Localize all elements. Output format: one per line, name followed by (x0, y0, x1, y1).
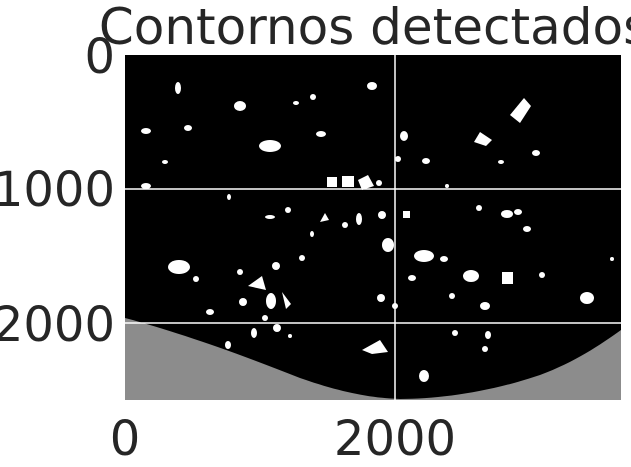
particle (482, 346, 488, 352)
particle (422, 158, 430, 164)
particle (320, 213, 329, 222)
particle (293, 101, 299, 105)
y-tick-label: 2000 (0, 297, 115, 353)
particle (285, 207, 291, 213)
particle (272, 262, 280, 270)
particle (237, 269, 243, 275)
particle (452, 330, 458, 336)
particle (265, 215, 275, 219)
particle (327, 177, 337, 187)
particle (248, 276, 266, 290)
particle (610, 257, 614, 261)
particle (310, 231, 314, 237)
particle (395, 156, 401, 162)
particle (273, 324, 281, 332)
y-tick-label: 0 (84, 29, 115, 85)
particle (580, 292, 594, 304)
particle (400, 131, 408, 141)
particle (342, 222, 348, 228)
particle (377, 294, 385, 302)
particle (162, 160, 168, 164)
particle (408, 275, 416, 281)
particle (141, 183, 151, 189)
particle (514, 209, 522, 215)
particle (403, 211, 410, 218)
particle (367, 82, 377, 90)
particle (225, 341, 231, 349)
particle (310, 94, 316, 100)
particle (299, 255, 305, 261)
particle (342, 176, 354, 187)
particle (193, 276, 199, 282)
particle (419, 370, 429, 382)
particle (449, 293, 455, 299)
y-tick-label: 1000 (0, 162, 115, 218)
particle (502, 272, 513, 284)
particle (234, 101, 246, 111)
particle (168, 260, 190, 274)
particle (227, 194, 231, 200)
particle (378, 211, 386, 219)
image-background (125, 55, 621, 400)
particle (184, 125, 192, 131)
figure-title: Contornos detectados (99, 0, 631, 56)
particle (445, 184, 449, 188)
particle (358, 175, 374, 190)
particle (282, 292, 291, 309)
particle (510, 98, 531, 123)
particle (288, 334, 292, 338)
particle (239, 298, 247, 306)
particle (440, 256, 448, 262)
particle (356, 213, 362, 225)
particle (476, 205, 482, 211)
particle (532, 150, 540, 156)
x-tick-label: 2000 (334, 411, 456, 467)
particle (141, 128, 151, 134)
particle (480, 302, 490, 310)
particle (262, 315, 268, 321)
x-tick-label: 0 (110, 411, 141, 467)
particle (362, 340, 388, 354)
particle (485, 331, 491, 339)
particle (206, 309, 214, 315)
particle (251, 328, 257, 338)
particle (259, 140, 281, 152)
particle (382, 238, 394, 252)
image-panel (125, 55, 621, 400)
particle (414, 250, 434, 262)
floor-region (125, 318, 621, 400)
particles (141, 82, 614, 382)
particle (175, 82, 181, 94)
particle (316, 131, 326, 137)
particle (501, 210, 513, 218)
particle (539, 272, 545, 278)
particle (376, 180, 382, 186)
particle (463, 270, 479, 282)
particle (266, 293, 276, 309)
particle (523, 226, 531, 232)
particle (498, 160, 504, 164)
particle (474, 132, 492, 146)
